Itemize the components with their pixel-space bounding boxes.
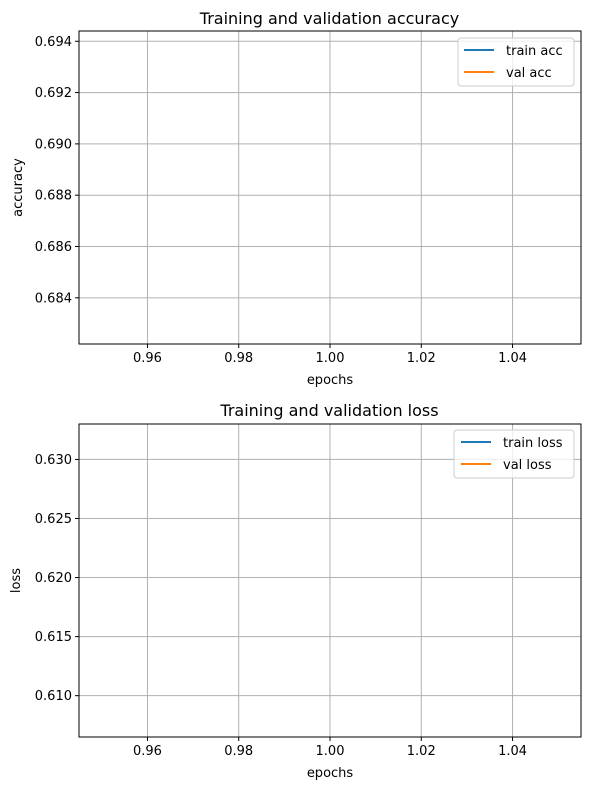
grid [79, 424, 581, 737]
y-axis-label: accuracy [11, 158, 26, 217]
x-tick-label: 0.98 [224, 351, 253, 366]
accuracy-chart: Training and validation accuracy 0.96 0.9… [11, 9, 582, 388]
y-tick-label: 0.615 [35, 630, 72, 645]
y-tick-label: 0.610 [35, 689, 72, 704]
y-tick-label: 0.692 [35, 86, 72, 101]
x-axis-ticks: 0.96 0.98 1.00 1.02 1.04 [133, 344, 527, 366]
legend-label-val-loss: val loss [503, 458, 552, 473]
x-tick-label: 0.96 [133, 351, 162, 366]
y-axis-label: loss [9, 568, 24, 593]
x-tick-label: 1.04 [498, 351, 527, 366]
y-tick-label: 0.688 [35, 189, 72, 204]
y-axis-ticks: 0.684 0.686 0.688 0.690 0.692 0.694 [35, 35, 79, 306]
legend: train loss val loss [453, 429, 575, 479]
x-tick-label: 1.00 [316, 744, 345, 759]
chart-title: Training and validation loss [219, 401, 438, 420]
y-tick-label: 0.686 [35, 240, 72, 255]
legend-label-val-acc: val acc [506, 66, 552, 81]
x-tick-label: 1.02 [407, 744, 436, 759]
x-tick-label: 0.96 [133, 744, 162, 759]
x-tick-label: 0.98 [224, 744, 253, 759]
x-tick-label: 1.04 [498, 744, 527, 759]
loss-chart: Training and validation loss 0.96 0.98 1.0… [9, 401, 582, 781]
y-tick-label: 0.684 [35, 291, 72, 306]
y-axis-ticks: 0.610 0.615 0.620 0.625 0.630 [35, 453, 79, 704]
chart-title: Training and validation accuracy [199, 9, 459, 28]
x-axis-ticks: 0.96 0.98 1.00 1.02 1.04 [133, 737, 527, 759]
y-tick-label: 0.694 [35, 35, 72, 50]
y-tick-label: 0.625 [35, 512, 72, 527]
legend-label-train-loss: train loss [503, 436, 563, 451]
y-tick-label: 0.690 [35, 137, 72, 152]
x-tick-label: 1.02 [407, 351, 436, 366]
y-tick-label: 0.630 [35, 453, 72, 468]
x-axis-label: epochs [307, 373, 354, 388]
legend-label-train-acc: train acc [506, 44, 563, 59]
x-axis-label: epochs [307, 766, 354, 781]
legend: train acc val acc [457, 37, 575, 87]
y-tick-label: 0.620 [35, 571, 72, 586]
x-tick-label: 1.00 [316, 351, 345, 366]
